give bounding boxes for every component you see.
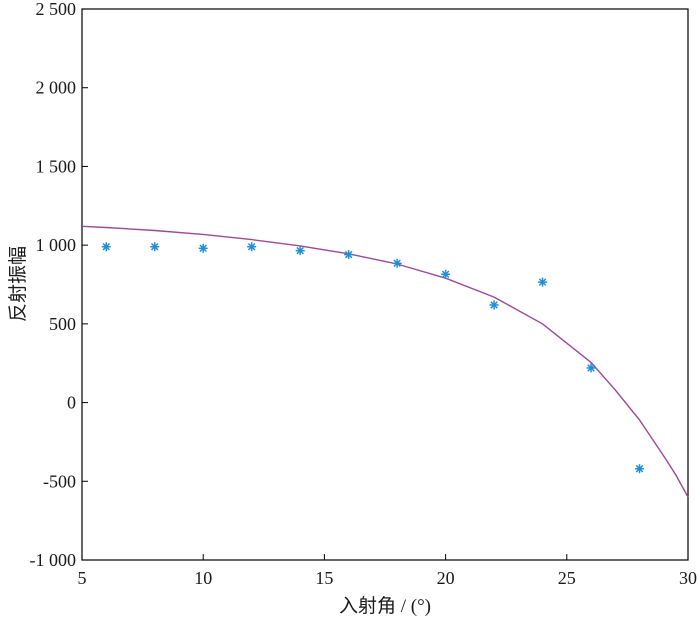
data-point (344, 250, 354, 260)
data-point (101, 242, 111, 252)
x-tick-label: 30 (679, 568, 697, 588)
x-tick-label: 15 (315, 568, 333, 588)
series-layer (81, 225, 689, 498)
data-point (586, 363, 596, 373)
data-point (150, 242, 160, 252)
plot-frame (81, 8, 689, 561)
y-tick-label: -500 (43, 471, 76, 491)
x-tick-label: 20 (437, 568, 455, 588)
y-tick-label: 0 (67, 393, 76, 413)
y-tick-label: 500 (49, 314, 76, 334)
y-tick-label: -1 000 (30, 550, 77, 570)
x-axis: 5 10 15 20 25 30 (78, 554, 697, 588)
data-point (538, 277, 548, 287)
data-point (295, 246, 305, 256)
y-tick-label: 1 500 (36, 156, 77, 176)
data-point (489, 300, 499, 310)
y-axis: -1 000 -500 0 500 1 000 1 500 2 000 2 500 (30, 0, 88, 570)
x-tick-label: 25 (558, 568, 576, 588)
data-point (247, 242, 257, 252)
data-point (198, 243, 208, 253)
x-tick-label: 5 (78, 568, 87, 588)
data-point (635, 464, 645, 474)
y-axis-label: 反射振幅 (7, 246, 29, 322)
x-axis-label: 入射角 / (°) (339, 595, 431, 617)
x-tick-label: 10 (194, 568, 212, 588)
data-point (392, 258, 402, 268)
fit-curve (81, 225, 689, 498)
y-tick-label: 2 500 (36, 0, 77, 19)
data-point (441, 269, 451, 279)
y-tick-label: 1 000 (36, 235, 77, 255)
y-tick-label: 2 000 (36, 78, 77, 98)
